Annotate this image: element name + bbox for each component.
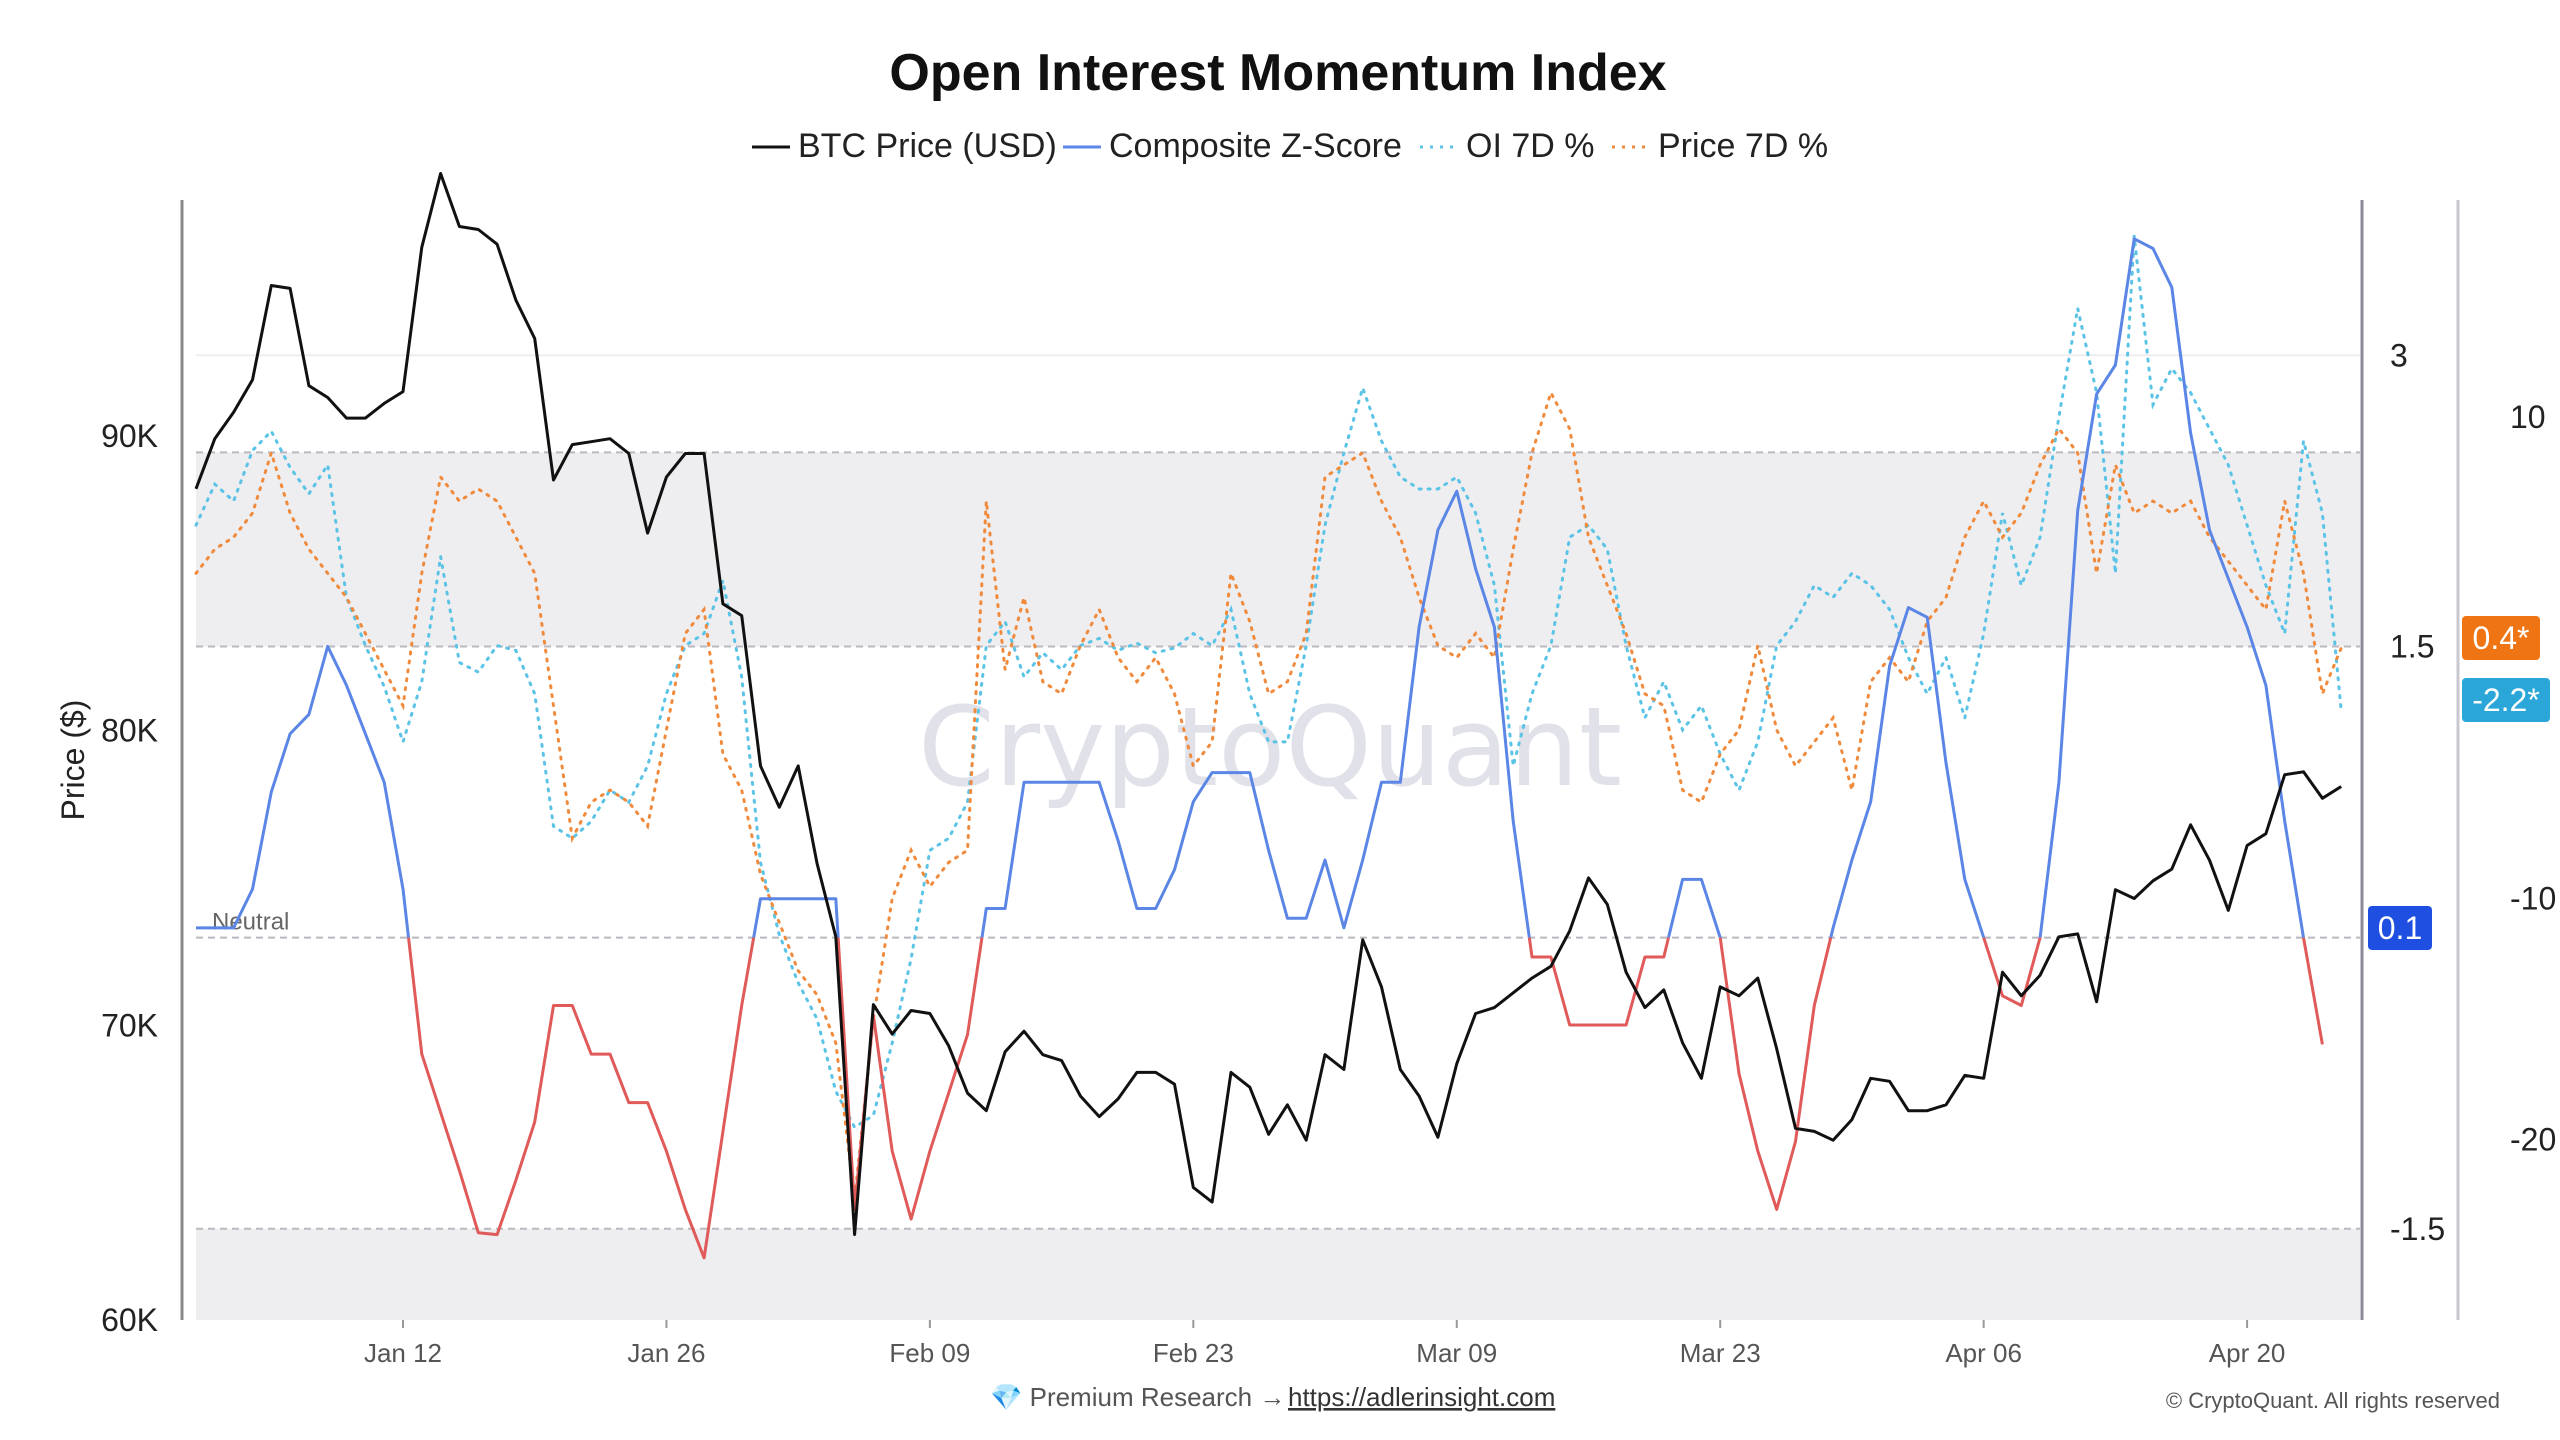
badge-oi-7d-: -2.2* (2462, 678, 2550, 722)
x-tick-label: Mar 09 (1416, 1338, 1497, 1368)
y-right-z-tick-label: -1.5 (2390, 1211, 2445, 1247)
x-tick-label: Jan 12 (364, 1338, 442, 1368)
legend-item[interactable]: BTC Price (USD) (752, 127, 1057, 165)
badge-bg (2462, 616, 2540, 660)
y-left-tick-label: 60K (101, 1302, 158, 1338)
legend: BTC Price (USD) Composite Z-Score OI 7D % P… (752, 127, 1828, 165)
legend-item[interactable]: OI 7D % (1420, 127, 1594, 165)
x-tick-label: Feb 23 (1153, 1338, 1234, 1368)
y-right-pct-tick-label: -20 (2510, 1121, 2556, 1157)
footer-link[interactable]: https://adlerinsight.com (1288, 1382, 1555, 1412)
x-tick-label: Apr 06 (1945, 1338, 2022, 1368)
badge-value: -2.2* (2472, 682, 2540, 718)
y-left-tick-label: 90K (101, 418, 158, 454)
series-layer (194, 172, 2343, 1260)
y-right-z-tick-label: 1.5 (2390, 628, 2434, 664)
legend-label: Composite Z-Score (1109, 127, 1402, 165)
threshold-band (196, 1228, 2360, 1320)
legend-item[interactable]: Composite Z-Score (1063, 127, 1402, 165)
x-tick-label: Mar 23 (1680, 1338, 1761, 1368)
legend-item[interactable]: Price 7D % (1612, 127, 1828, 165)
y-right-pct-tick-label: -10 (2510, 880, 2556, 916)
series-price-7d (194, 388, 2343, 1200)
threshold-bands: Neutral (196, 354, 2360, 1320)
badge-bg (2462, 678, 2550, 722)
x-tick-label: Apr 20 (2209, 1338, 2286, 1368)
y-left-tick-label: 70K (101, 1007, 158, 1043)
legend-label: Price 7D % (1658, 127, 1828, 165)
threshold-band (196, 452, 2360, 647)
copyright-text: © CryptoQuant. All rights reserved (2166, 1388, 2500, 1413)
series-btc-price (194, 172, 2342, 1236)
badge-bg (2368, 906, 2432, 950)
y-axis-left-title: Price ($) (55, 700, 91, 821)
legend-label: BTC Price (USD) (798, 127, 1057, 165)
badge-composite-z-score: 0.1 (2368, 906, 2432, 950)
x-tick-label: Feb 09 (889, 1338, 970, 1368)
y-right-z-tick-label: 3 (2390, 337, 2408, 373)
x-tick-label: Jan 26 (627, 1338, 705, 1368)
series-zscore-positive (196, 237, 2306, 938)
badge-value: 0.1 (2378, 910, 2422, 946)
footer-prefix: 💎 Premium Research → (990, 1382, 1285, 1412)
series-zscore-negative (407, 937, 2324, 1260)
y-right-pct-tick-label: 10 (2510, 399, 2546, 435)
chart-title: Open Interest Momentum Index (889, 44, 1666, 102)
neutral-label: Neutral (212, 909, 289, 936)
legend-label: OI 7D % (1466, 127, 1594, 165)
y-left-tick-label: 80K (101, 713, 158, 749)
badge-price-7d-: 0.4* (2462, 616, 2540, 660)
last-value-badges: 0.4* -2.2* 0.1 (2368, 616, 2550, 950)
badge-value: 0.4* (2473, 620, 2530, 656)
series-oi-7d (194, 235, 2343, 1130)
